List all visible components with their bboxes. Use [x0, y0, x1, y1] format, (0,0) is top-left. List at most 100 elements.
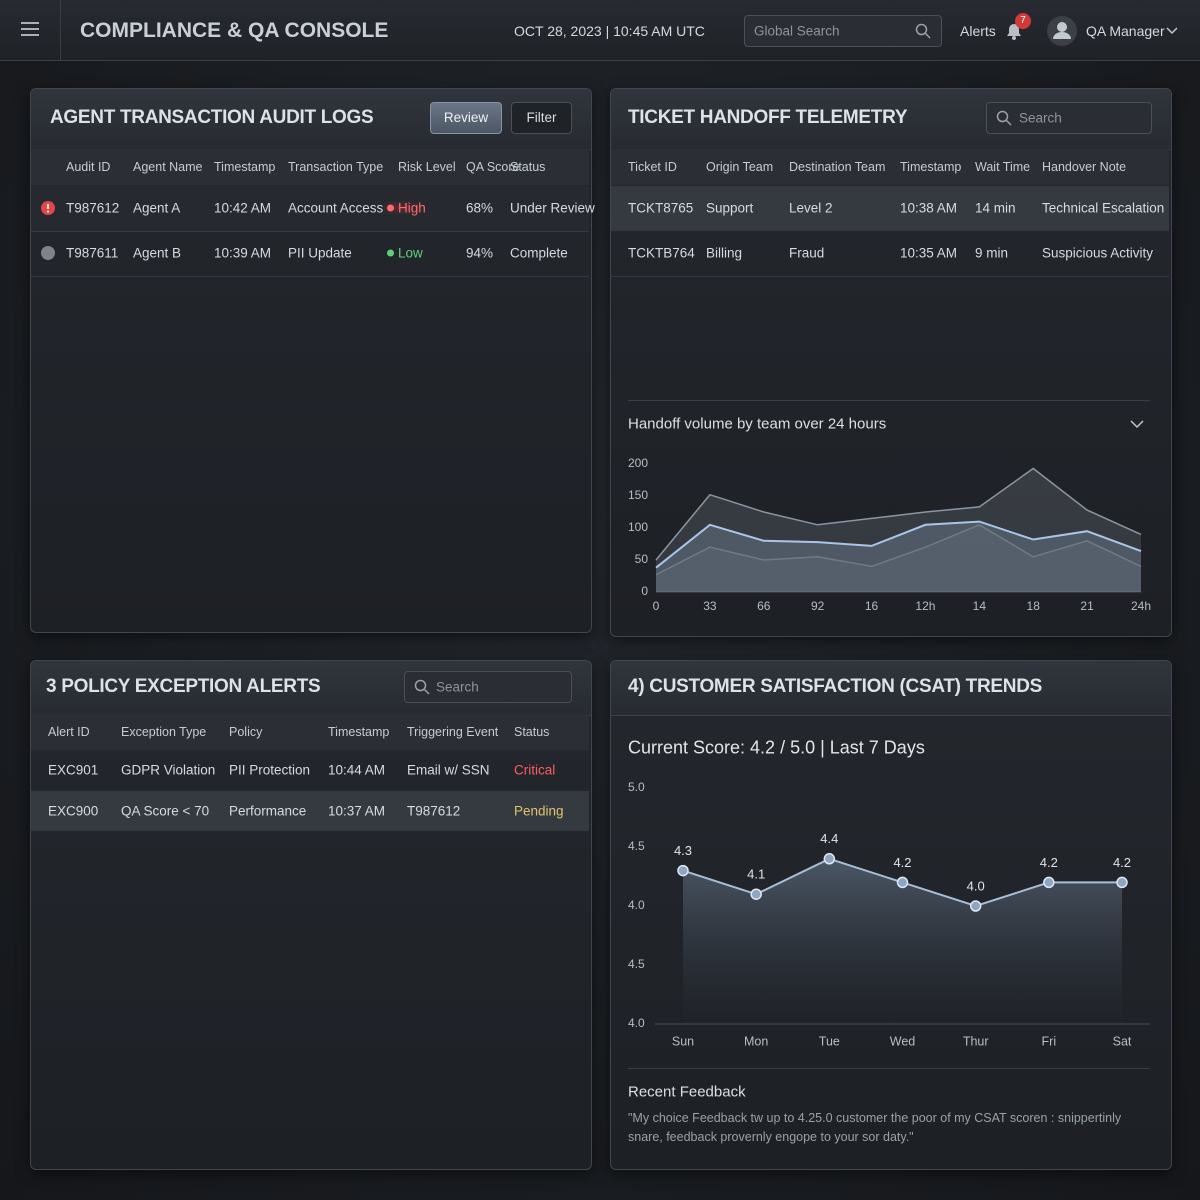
column-header: Status — [514, 725, 550, 739]
column-header: Destination Team — [789, 160, 886, 174]
feedback-text: "My choice Feedback tw up to 4.25.0 cust… — [628, 1111, 1122, 1144]
table-cell: Under Review — [510, 200, 595, 216]
user-name[interactable]: QA Manager — [1086, 23, 1165, 39]
column-header: Alert ID — [48, 725, 90, 739]
table-cell: T987612 — [66, 200, 120, 216]
panel-title: 4) CUSTOMER SATISFACTION (CSAT) TRENDS — [628, 676, 1042, 697]
column-header: Timestamp — [900, 160, 962, 174]
column-header: Origin Team — [706, 160, 774, 174]
table-cell: Low — [384, 246, 423, 261]
table-cell: EXC901 — [48, 762, 99, 778]
table-cell: PII Update — [288, 245, 352, 261]
table-cell: 10:44 AM — [328, 762, 386, 778]
divider — [60, 0, 61, 60]
table-header-band — [31, 714, 589, 750]
search-placeholder: Search — [436, 679, 479, 695]
table-cell: Level 2 — [789, 200, 833, 216]
feedback-heading: Recent Feedback — [628, 1083, 746, 1101]
panel-header — [611, 661, 1171, 716]
table-header-band — [31, 149, 589, 185]
review-button[interactable]: Review — [430, 102, 502, 134]
row-band — [31, 231, 589, 277]
csat-summary: Current Score: 4.2 / 5.0 | Last 7 Days — [628, 737, 925, 758]
column-header: Timestamp — [328, 725, 390, 739]
table-cell: Billing — [706, 245, 743, 261]
table-cell: Fraud — [789, 245, 825, 261]
filter-button[interactable]: Filter — [511, 102, 572, 134]
table-cell: Agent B — [133, 245, 182, 261]
dropdown-chevron[interactable] — [1130, 419, 1144, 429]
table-cell: Agent A — [133, 200, 181, 216]
table-header-band — [611, 149, 1169, 185]
row-indicators — [41, 201, 55, 260]
divider — [628, 400, 1150, 401]
column-header: Timestamp — [214, 160, 276, 174]
column-header: Wait Time — [975, 160, 1031, 174]
panel-title: AGENT TRANSACTION AUDIT LOGS — [50, 107, 374, 128]
column-header: Audit ID — [66, 160, 111, 174]
table-cell: 10:42 AM — [214, 200, 272, 216]
table-cell: Email w/ SSN — [407, 762, 490, 778]
table-cell: High — [384, 200, 426, 216]
table-cell: 14 min — [975, 200, 1016, 216]
table-cell: Support — [706, 200, 754, 216]
table-cell: Performance — [229, 803, 307, 819]
table-cell: TCKTB764 — [628, 245, 695, 261]
table-cell: Complete — [510, 245, 568, 261]
table-cell: EXC900 — [48, 803, 99, 819]
row-band-highlight — [31, 791, 589, 831]
table-cell: Technical Escalation — [1042, 200, 1165, 216]
table-cell: Account Access — [288, 200, 384, 216]
row-band-highlight — [611, 186, 1169, 231]
column-header: Agent Name — [133, 160, 203, 174]
search-box[interactable]: Search — [404, 671, 572, 703]
search-placeholder: Search — [1019, 110, 1062, 126]
table-cell: 10:37 AM — [328, 803, 386, 819]
column-header: Status — [510, 160, 546, 174]
column-header: Transaction Type — [288, 160, 384, 174]
column-header: Handover Note — [1042, 160, 1127, 174]
column-header: Exception Type — [121, 725, 207, 739]
table-cell: 9 min — [975, 245, 1009, 261]
table-cell: 94% — [466, 245, 494, 261]
column-header: QA Score — [466, 160, 520, 174]
divider — [628, 1068, 1150, 1069]
column-header: Ticket ID — [628, 160, 677, 174]
table-cell: T987611 — [66, 245, 119, 261]
table-cell: Suspicious Activity — [1042, 245, 1154, 261]
table-cell: 68% — [466, 200, 494, 216]
search-icon — [915, 23, 931, 39]
alerts-badge: 7 — [1015, 13, 1031, 29]
panel-title: 3 POLICY EXCEPTION ALERTS — [46, 676, 321, 697]
search-placeholder: Global Search — [754, 23, 840, 39]
table-cell: QA Score < 70 — [121, 803, 210, 819]
table-cell: TCKT8765 — [628, 200, 694, 216]
search-icon — [414, 679, 430, 695]
app-title: COMPLIANCE & QA CONSOLE — [80, 19, 389, 42]
avatar[interactable] — [1046, 15, 1078, 47]
row-band — [31, 186, 589, 232]
column-header: Risk Level — [398, 160, 456, 174]
table-cell: T987612 — [407, 803, 461, 819]
search-box[interactable]: Search — [986, 102, 1152, 134]
chart-title: Handoff volume by team over 24 hours — [628, 415, 887, 433]
chevron — [1166, 27, 1178, 35]
search-icon — [996, 110, 1012, 126]
datetime: OCT 28, 2023 | 10:45 AM UTC — [514, 23, 705, 39]
alerts-label[interactable]: Alerts — [960, 23, 996, 39]
table-cell: GDPR Violation — [121, 762, 216, 778]
top-bar: COMPLIANCE & QA CONSOLE OCT 28, 2023 | 1… — [0, 0, 1200, 61]
column-header: Policy — [229, 725, 263, 739]
global-search[interactable]: Global Search — [744, 15, 942, 47]
table-cell: Critical — [514, 762, 556, 778]
row-band — [611, 231, 1169, 277]
table-cell: 10:38 AM — [900, 200, 958, 216]
table-cell: 10:35 AM — [900, 245, 958, 261]
menu-button[interactable] — [20, 20, 40, 38]
panel-title: TICKET HANDOFF TELEMETRY — [628, 107, 908, 128]
table-cell: PII Protection — [229, 762, 311, 778]
column-header: Triggering Event — [407, 725, 499, 739]
table-cell: 10:39 AM — [214, 245, 272, 261]
table-cell: Pending — [514, 803, 564, 819]
